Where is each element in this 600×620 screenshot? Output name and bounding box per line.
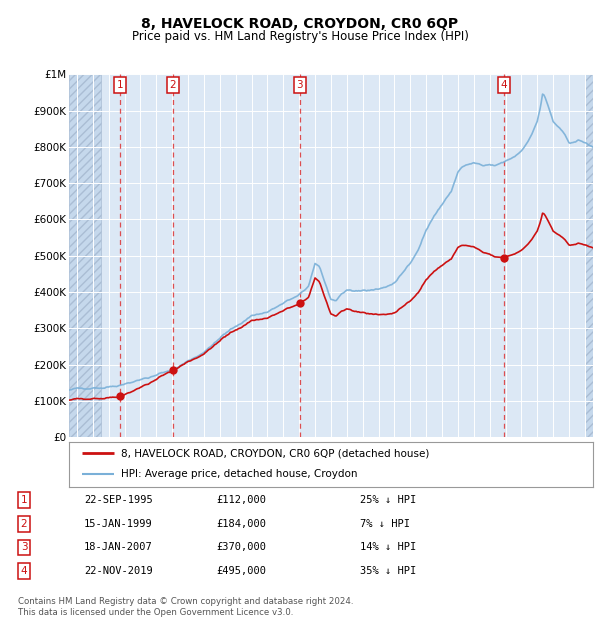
Text: £112,000: £112,000 [216,495,266,505]
Text: HPI: Average price, detached house, Croydon: HPI: Average price, detached house, Croy… [121,469,358,479]
Text: 22-SEP-1995: 22-SEP-1995 [84,495,153,505]
Text: 3: 3 [296,80,303,91]
Text: 2: 2 [169,80,176,91]
Text: 15-JAN-1999: 15-JAN-1999 [84,519,153,529]
Text: 35% ↓ HPI: 35% ↓ HPI [360,566,416,576]
Text: £495,000: £495,000 [216,566,266,576]
Text: 8, HAVELOCK ROAD, CROYDON, CR0 6QP: 8, HAVELOCK ROAD, CROYDON, CR0 6QP [142,17,458,32]
Text: 4: 4 [500,80,507,91]
Text: Price paid vs. HM Land Registry's House Price Index (HPI): Price paid vs. HM Land Registry's House … [131,30,469,43]
Text: 4: 4 [20,566,28,576]
Text: 7% ↓ HPI: 7% ↓ HPI [360,519,410,529]
Text: 8, HAVELOCK ROAD, CROYDON, CR0 6QP (detached house): 8, HAVELOCK ROAD, CROYDON, CR0 6QP (deta… [121,448,430,458]
Bar [585,74,593,437]
Text: 14% ↓ HPI: 14% ↓ HPI [360,542,416,552]
Bar [69,74,101,437]
Text: 22-NOV-2019: 22-NOV-2019 [84,566,153,576]
Text: 18-JAN-2007: 18-JAN-2007 [84,542,153,552]
Text: Contains HM Land Registry data © Crown copyright and database right 2024.
This d: Contains HM Land Registry data © Crown c… [18,598,353,617]
Text: 2: 2 [20,519,28,529]
Text: 1: 1 [20,495,28,505]
Text: £184,000: £184,000 [216,519,266,529]
Text: 3: 3 [20,542,28,552]
Text: £370,000: £370,000 [216,542,266,552]
Text: 25% ↓ HPI: 25% ↓ HPI [360,495,416,505]
Text: 1: 1 [117,80,124,91]
